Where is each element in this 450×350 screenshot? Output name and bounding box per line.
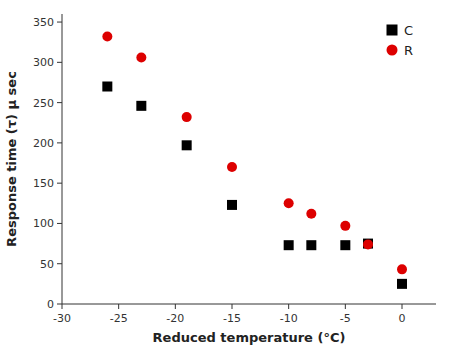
point: [182, 140, 192, 150]
point: [363, 239, 373, 249]
x-tick: [345, 304, 346, 309]
y-tick-label: 150: [33, 177, 54, 190]
series-1: [102, 32, 407, 275]
point: [136, 101, 146, 111]
y-axis-line: [62, 14, 63, 304]
x-tick: [232, 304, 233, 309]
x-tick-label: 0: [399, 312, 406, 325]
x-axis-line: [62, 304, 436, 305]
x-tick: [62, 304, 63, 309]
x-tick-label: -15: [223, 312, 241, 325]
point: [182, 112, 192, 122]
series-0: [102, 82, 407, 289]
legend-marker: [387, 45, 398, 56]
point: [397, 279, 407, 289]
point: [306, 209, 316, 219]
y-tick: [57, 102, 62, 103]
chart: -30 -25 -20 -15 -10 -5 0 0 50 100 150 200 250 300 350 R…: [0, 0, 450, 350]
y-tick: [57, 62, 62, 63]
y-tick: [57, 304, 62, 305]
x-axis-label: Reduced temperature (°C): [153, 330, 346, 345]
point: [340, 221, 350, 231]
points: [102, 32, 407, 289]
x-tick-label: -10: [280, 312, 298, 325]
x-tick-label: -30: [53, 312, 71, 325]
point: [306, 240, 316, 250]
x-tick-label: -20: [166, 312, 184, 325]
axes: -30 -25 -20 -15 -10 -5 0 0 50 100 150 200 250 300 350: [33, 14, 436, 325]
y-tick-label: 300: [33, 56, 54, 69]
y-tick-label: 100: [33, 217, 54, 230]
chart-container: -30 -25 -20 -15 -10 -5 0 0 50 100 150 200 250 300 350 R…: [0, 0, 450, 350]
point: [363, 239, 373, 249]
legend-label: C: [404, 23, 413, 38]
point: [284, 198, 294, 208]
y-tick-label: 50: [40, 258, 54, 271]
x-tick: [118, 304, 119, 309]
y-tick-label: 200: [33, 137, 54, 150]
point: [284, 240, 294, 250]
y-tick: [57, 183, 62, 184]
point: [136, 53, 146, 63]
x-tick: [288, 304, 289, 309]
y-tick: [57, 223, 62, 224]
point: [340, 240, 350, 250]
x-tick: [402, 304, 403, 309]
point: [227, 162, 237, 172]
y-tick-label: 250: [33, 97, 54, 110]
y-axis-label: Response time (τ) μ sec: [4, 71, 19, 247]
background: [0, 0, 450, 350]
x-tick-label: -5: [340, 312, 351, 325]
y-tick: [57, 142, 62, 143]
y-tick: [57, 263, 62, 264]
y-tick-label: 350: [33, 16, 54, 29]
point: [227, 200, 237, 210]
y-tick: [57, 22, 62, 23]
y-tick-label: 0: [47, 298, 54, 311]
legend-label: R: [404, 43, 413, 58]
x-tick: [175, 304, 176, 309]
point: [397, 264, 407, 274]
x-tick-label: -25: [110, 312, 128, 325]
point: [102, 82, 112, 92]
legend-marker: [387, 25, 398, 36]
legend: CR: [387, 23, 414, 58]
point: [102, 32, 112, 42]
